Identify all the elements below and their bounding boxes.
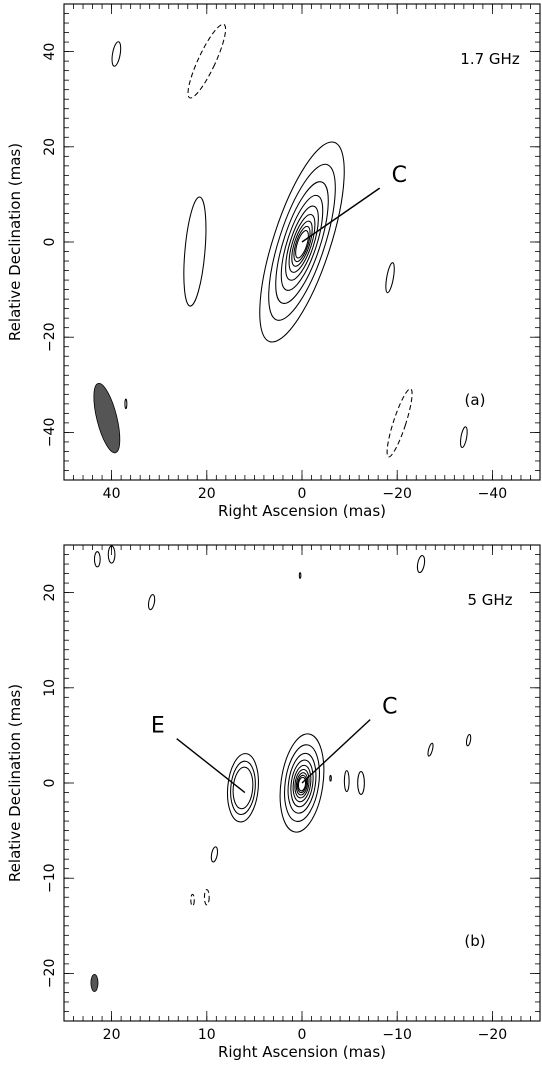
x-axis-label: Right Ascension (mas) [218,502,386,520]
x-tick-label: 0 [298,486,307,502]
positive-contour [298,572,302,579]
core-contour [290,759,314,808]
core-contour [295,772,309,796]
negative-contour [190,893,195,907]
x-tick-label: −20 [382,486,412,502]
panel-label: (b) [464,932,485,950]
core-contour [284,744,320,822]
x-tick-label: 20 [103,1027,121,1043]
core-contour [297,776,307,792]
x-tick-label: −10 [382,1027,412,1043]
y-tick-label: 20 [42,138,58,156]
x-tick-label: 0 [298,1027,307,1043]
positive-contour [427,742,434,757]
y-tick-label: −10 [42,863,58,893]
positive-contour [329,774,332,782]
y-tick-label: −20 [42,322,58,352]
y-tick-label: 0 [42,238,58,247]
y-axis-label: Relative Declination (mas) [6,143,24,341]
positive-contour [124,398,128,410]
positive-contour [416,555,426,574]
positive-contour [357,771,365,795]
core-contour [280,194,324,291]
component-label: C [382,695,397,720]
positive-contour [210,846,219,863]
positive-contour [343,770,350,793]
x-tick-label: −40 [478,486,508,502]
core-contour [268,163,336,321]
positive-contour [93,551,101,568]
core-contour [279,733,325,833]
frequency-label: 1.7 GHz [460,50,520,68]
negative-contour [203,889,210,906]
y-tick-label: 10 [42,679,58,697]
y-axis-label: Relative Declination (mas) [6,684,24,882]
y-tick-label: 40 [42,43,58,61]
core-contour [285,205,319,281]
core-contour [288,214,316,273]
core-contour [294,768,310,799]
component-e-contour [226,753,259,823]
x-tick-label: 20 [198,486,216,502]
core-contour [291,220,313,267]
positive-contour [147,594,156,611]
positive-contour [465,734,472,747]
x-axis-label: Right Ascension (mas) [218,1043,386,1061]
positive-contour [385,262,395,294]
positive-contour [107,545,116,564]
component-pointer-line [176,738,246,794]
panel-label: (a) [465,391,486,409]
core-contour [296,774,308,794]
beam-ellipse [90,973,99,992]
negative-contour [187,23,227,99]
core-contour [259,141,345,343]
positive-contour [111,41,122,67]
core-contour [292,764,312,803]
panel-a-1-7ghz: 40 20 0 −20 −40 40 20 0 −20 −40 Right Ascension (m… [6,3,541,520]
component-label: E [151,714,165,739]
negative-contour [386,388,413,458]
positive-contour [459,426,468,449]
x-tick-label: 40 [103,486,121,502]
beam-ellipse [93,382,121,454]
y-tick-label: −20 [42,959,58,989]
y-tick-label: −40 [42,418,58,448]
component-label: C [392,163,407,188]
positive-contour [183,196,207,307]
frequency-label: 5 GHz [467,591,512,609]
component-e-contour [232,766,254,810]
y-tick-label: 0 [42,779,58,788]
core-contour [295,230,309,259]
component-e-contour [230,760,256,816]
y-tick-label: 20 [42,584,58,602]
panel-b-5ghz: 20 10 0 −10 −20 20 10 0 −10 −20 Right Ascension (m… [6,544,541,1061]
core-contour [287,752,317,814]
component-pointer-line [301,719,371,784]
component-pointer-line [301,187,381,243]
x-tick-label: 10 [198,1027,216,1043]
core-contour [275,181,329,304]
core-contour [293,225,311,263]
x-tick-label: −20 [478,1027,508,1043]
